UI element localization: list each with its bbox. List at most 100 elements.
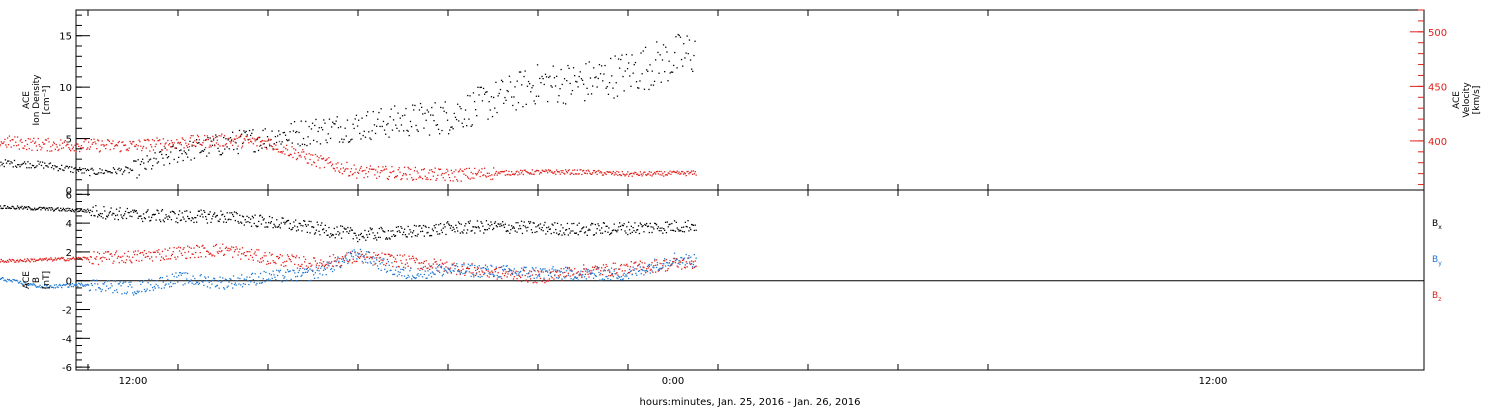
velocity-point: [694, 173, 695, 174]
bz-point: [444, 271, 445, 272]
bx-point: [278, 226, 279, 227]
bx-point: [346, 231, 347, 232]
bx-point: [231, 212, 232, 213]
ion-density-point: [402, 115, 403, 116]
bx-point: [481, 223, 482, 224]
ion-density-point: [351, 139, 352, 140]
bx-point: [613, 229, 614, 230]
ion-density-point: [694, 41, 695, 42]
bx-point: [570, 230, 571, 231]
bz-point: [93, 263, 94, 264]
bz-point: [419, 263, 420, 264]
velocity-point: [3, 141, 4, 142]
velocity-point: [266, 148, 267, 149]
velocity-point: [145, 140, 146, 141]
bz-point: [394, 261, 395, 262]
velocity-point: [264, 147, 265, 148]
ion-density-point: [492, 116, 493, 117]
ion-density-point: [107, 171, 108, 172]
velocity-point: [626, 174, 627, 175]
bx-point: [607, 232, 608, 233]
bz-point: [408, 266, 409, 267]
bx-point: [264, 227, 265, 228]
bx-point: [105, 218, 106, 219]
velocity-point: [148, 140, 149, 141]
bz-point: [299, 257, 300, 258]
bx-point: [552, 225, 553, 226]
bz-point: [328, 261, 329, 262]
velocity-point: [223, 145, 224, 146]
ion-density-point: [1, 164, 2, 165]
bz-point: [399, 255, 400, 256]
velocity-point: [475, 173, 476, 174]
velocity-point: [353, 173, 354, 174]
bz-point: [240, 259, 241, 260]
ion-density-point: [408, 131, 409, 132]
bx-point: [491, 224, 492, 225]
bx-point: [50, 209, 51, 210]
ion-density-point: [580, 71, 581, 72]
velocity-point: [553, 172, 554, 173]
bx-point: [349, 230, 350, 231]
bz-point: [13, 260, 14, 261]
velocity-point: [531, 173, 532, 174]
bx-point: [392, 230, 393, 231]
bx-point: [495, 221, 496, 222]
velocity-point: [669, 171, 670, 172]
bz-point: [472, 272, 473, 273]
ion-density-point: [653, 85, 654, 86]
bx-point: [161, 210, 162, 211]
bx-point: [509, 233, 510, 234]
velocity-point: [202, 142, 203, 143]
bx-point: [592, 223, 593, 224]
bz-point: [348, 261, 349, 262]
ion-density-point: [687, 35, 688, 36]
bx-point: [400, 226, 401, 227]
bz-point: [132, 257, 133, 258]
ion-density-point: [207, 137, 208, 138]
bx-point: [355, 235, 356, 236]
ion-density-point: [688, 53, 689, 54]
ion-density-point: [221, 154, 222, 155]
velocity-point: [46, 140, 47, 141]
ion-density-point: [283, 132, 284, 133]
ion-density-point: [636, 81, 637, 82]
bz-point: [171, 255, 172, 256]
velocity-point: [599, 172, 600, 173]
velocity-point: [318, 160, 319, 161]
bx-point: [150, 220, 151, 221]
velocity-point: [117, 145, 118, 146]
bx-point: [696, 230, 697, 231]
bz-point: [294, 264, 295, 265]
velocity-point: [32, 140, 33, 141]
bx-point: [567, 223, 568, 224]
bz-point: [417, 268, 418, 269]
velocity-point: [27, 144, 28, 145]
bz-point: [293, 256, 294, 257]
bz-point: [267, 261, 268, 262]
velocity-point: [70, 150, 71, 151]
ion-density-point: [360, 138, 361, 139]
ion-density-point: [145, 169, 146, 170]
bx-point: [165, 214, 166, 215]
velocity-point: [244, 138, 245, 139]
ion-density-point: [311, 128, 312, 129]
velocity-point: [194, 140, 195, 141]
bz-point: [331, 261, 332, 262]
bz-point: [126, 259, 127, 260]
velocity-point: [331, 165, 332, 166]
velocity-point: [146, 147, 147, 148]
velocity-point: [211, 141, 212, 142]
ion-density-point: [453, 128, 454, 129]
ion-density-point: [8, 160, 9, 161]
bz-point: [461, 270, 462, 271]
ion-density-point: [321, 127, 322, 128]
velocity-point: [39, 144, 40, 145]
bx-point: [620, 226, 621, 227]
bz-point: [395, 258, 396, 259]
velocity-point: [8, 144, 9, 145]
bx-point: [414, 225, 415, 226]
bz-point: [106, 259, 107, 260]
bx-point: [463, 229, 464, 230]
ion-density-point: [174, 159, 175, 160]
